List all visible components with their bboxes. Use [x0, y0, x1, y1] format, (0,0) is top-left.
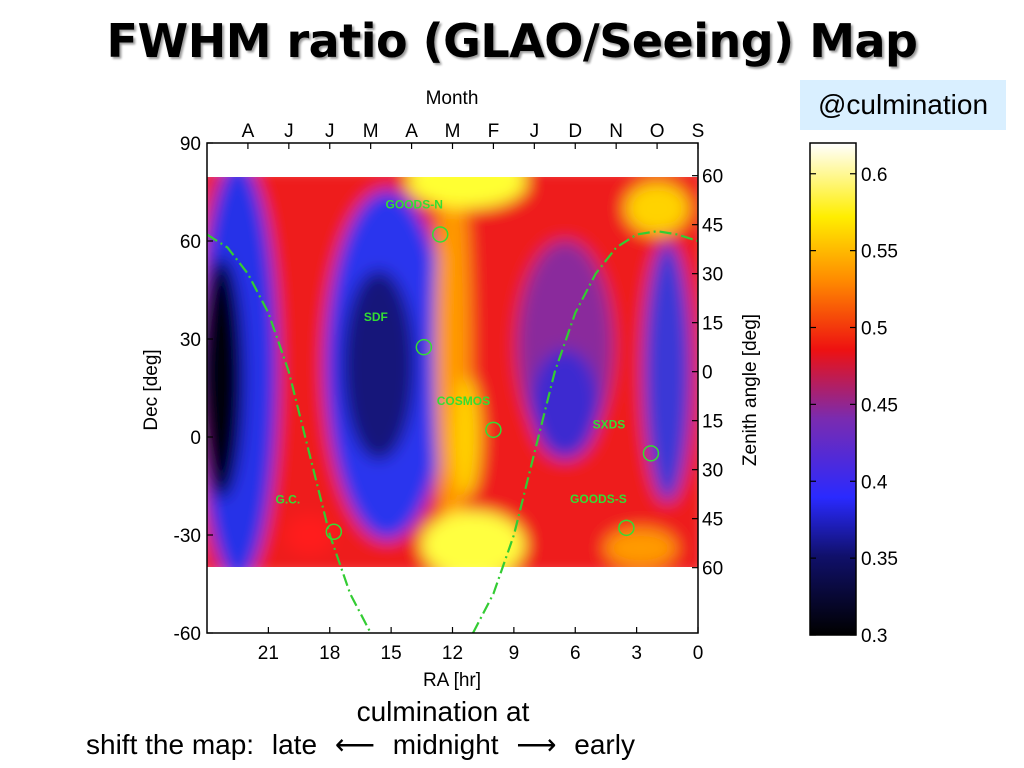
caption-shift: shift the map: late ⟵ midnight ⟶ early: [86, 728, 645, 761]
galactic-plane-line: [472, 230, 699, 634]
y-tick-label: 60: [180, 232, 201, 253]
zenith-tick-label: 15: [702, 412, 723, 433]
colorbar-tick-label: 0.45: [861, 395, 898, 416]
month-tick-label: N: [609, 121, 623, 142]
month-tick-label: A: [405, 121, 418, 142]
zenith-tick-label: 45: [702, 510, 723, 531]
y-axis-label: Dec [deg]: [141, 349, 162, 430]
colorbar-tick-label: 0.35: [861, 549, 898, 570]
month-tick-label: F: [488, 121, 500, 142]
x-tick-label: 6: [570, 643, 581, 664]
field-label-g-c-: G.C.: [276, 493, 301, 507]
zenith-tick-label: 30: [702, 265, 723, 286]
zenith-tick-label: 60: [702, 167, 723, 188]
month-tick-label: M: [363, 121, 379, 142]
colorbar-tick-label: 0.6: [861, 165, 887, 186]
zenith-tick-label: 30: [702, 461, 723, 482]
month-tick-label: S: [692, 121, 705, 142]
zenith-tick-label: 60: [702, 559, 723, 580]
month-tick-label: J: [530, 121, 540, 142]
field-marker-goods-s: [618, 519, 635, 537]
caption-culmination: culmination at: [356, 696, 530, 727]
x-tick-label: 3: [631, 643, 642, 664]
month-tick-label: M: [445, 121, 461, 142]
caption-late: late: [271, 729, 318, 760]
arrow-right-icon: ⟶: [516, 729, 557, 760]
x-tick-label: 9: [509, 643, 520, 664]
caption-shift-prefix: shift the map:: [86, 729, 255, 760]
x-tick-label: 18: [319, 643, 340, 664]
x-tick-label: 21: [258, 643, 279, 664]
field-marker-goods-n: [431, 226, 449, 243]
x-tick-label: 0: [693, 643, 704, 664]
slide-title: FWHM ratio (GLAO/Seeing) Map: [106, 14, 918, 68]
culmination-badge: @culmination: [800, 80, 1006, 130]
month-tick-label: D: [568, 121, 582, 142]
month-tick-label: J: [284, 121, 294, 142]
field-marker-g-c-: [325, 523, 343, 540]
field-label-goods-n: GOODS-N: [386, 197, 443, 211]
x-axis-label: RA [hr]: [423, 670, 481, 691]
arrow-left-icon: ⟵: [334, 729, 375, 760]
x-tick-label: 15: [381, 643, 402, 664]
field-marker-sdf: [415, 338, 433, 356]
zenith-tick-label: 45: [702, 216, 723, 237]
y-tick-label: 30: [180, 330, 201, 351]
top-axis-label: Month: [426, 88, 479, 109]
colorbar-tick-label: 0.5: [861, 319, 887, 340]
y-tick-label: -60: [174, 624, 201, 645]
colorbar-tick-label: 0.3: [861, 626, 887, 647]
field-marker-sxds: [642, 445, 660, 462]
colorbar: [809, 142, 857, 636]
zenith-tick-label: 0: [702, 363, 713, 384]
galactic-plane-line: [206, 233, 372, 634]
field-label-sxds: SXDS: [593, 417, 626, 431]
field-label-cosmos: COSMOS: [437, 394, 490, 408]
y-tick-label: 90: [180, 134, 201, 155]
colorbar-tick-label: 0.55: [861, 242, 898, 263]
y-tick-label: 0: [190, 428, 201, 449]
right-axis-label: Zenith angle [deg]: [740, 314, 761, 466]
month-tick-label: J: [325, 121, 335, 142]
field-label-sdf: SDF: [364, 310, 388, 324]
y-tick-label: -30: [174, 526, 201, 547]
caption-midnight: midnight: [392, 729, 499, 760]
galactic-plane-curve: [206, 230, 699, 634]
heatmap-image: [207, 177, 698, 567]
colorbar-tick-label: 0.4: [861, 472, 888, 493]
field-label-goods-s: GOODS-S: [570, 492, 627, 506]
month-tick-label: A: [242, 121, 255, 142]
caption-early: early: [574, 729, 635, 760]
field-marker-cosmos: [485, 421, 502, 439]
month-tick-label: O: [650, 121, 665, 142]
zenith-tick-label: 15: [702, 314, 723, 335]
x-tick-label: 12: [442, 643, 463, 664]
